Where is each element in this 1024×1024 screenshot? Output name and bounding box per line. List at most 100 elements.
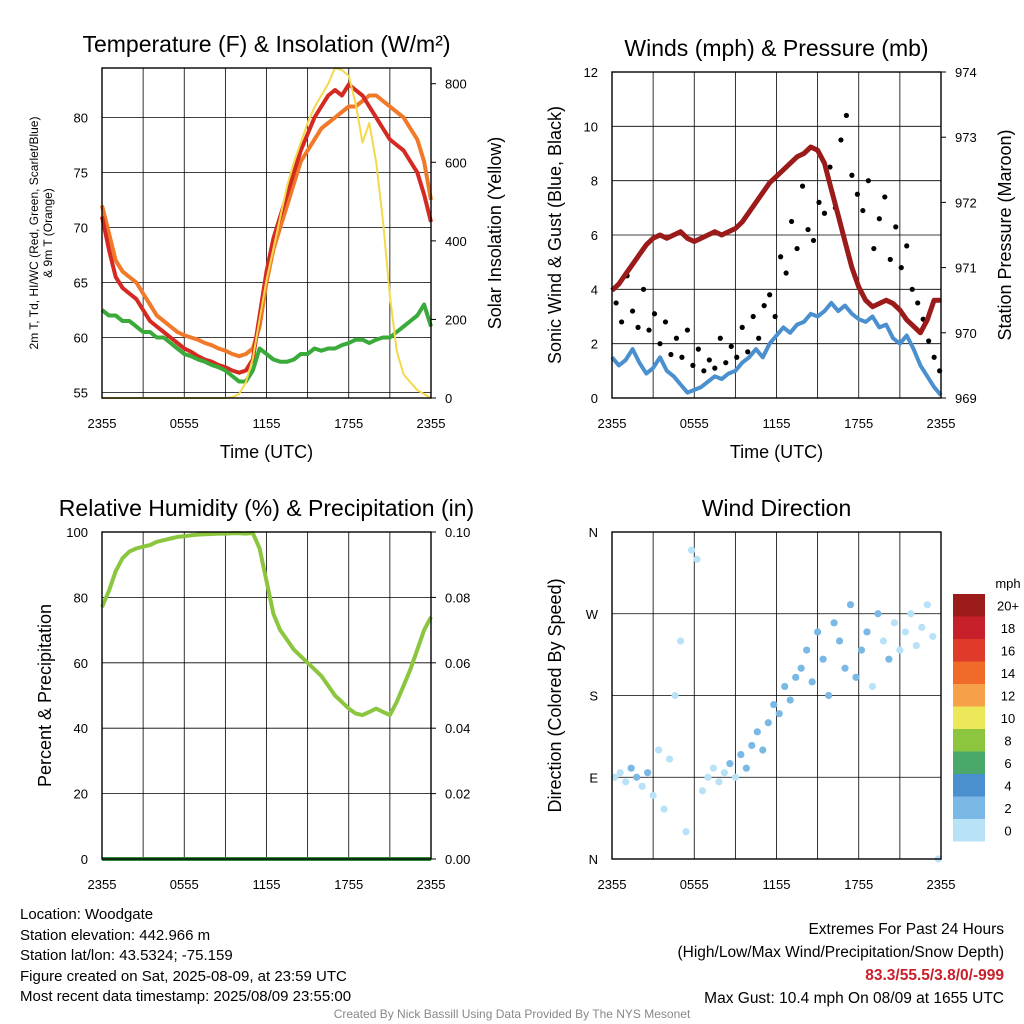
y-tick-label: E bbox=[589, 770, 598, 785]
colorbar-label: 0 bbox=[1004, 823, 1011, 838]
plot-frame bbox=[101, 531, 432, 860]
gust-point bbox=[635, 324, 641, 330]
direction-point bbox=[792, 673, 800, 681]
direction-point bbox=[742, 764, 750, 772]
x-tick-label: 2355 bbox=[927, 877, 956, 892]
gust-point bbox=[668, 351, 674, 358]
direction-point bbox=[846, 601, 855, 609]
colorbar-swatch bbox=[953, 594, 985, 617]
location-text: Location: Woodgate bbox=[20, 906, 154, 923]
gust-point bbox=[772, 313, 778, 320]
max-gust-text: Max Gust: 10.4 mph On 08/09 at 1655 UTC bbox=[704, 990, 1004, 1007]
colorbar-swatch bbox=[953, 661, 985, 684]
colorbar-swatch bbox=[953, 796, 985, 819]
gust-point bbox=[816, 199, 822, 205]
direction-point bbox=[918, 623, 926, 631]
station-info: Location: Woodgate Station elevation: 44… bbox=[20, 905, 351, 1008]
x-tick-label: 1755 bbox=[844, 877, 873, 892]
y2-tick-label: 800 bbox=[445, 77, 467, 92]
gust-point bbox=[915, 300, 921, 306]
x-axis-label: Time (UTC) bbox=[730, 442, 823, 462]
gust-point bbox=[805, 226, 811, 233]
extremes-legend: (High/Low/Max Wind/Precipitation/Snow De… bbox=[677, 944, 1005, 961]
gust-point bbox=[717, 335, 723, 341]
colorbar-label: 2 bbox=[1004, 801, 1011, 816]
colorbar-label: 16 bbox=[1001, 643, 1015, 658]
gust-point bbox=[734, 354, 740, 360]
gust-point bbox=[761, 303, 767, 309]
y-tick-label: 60 bbox=[74, 656, 88, 671]
x-tick-label: 2355 bbox=[598, 877, 627, 892]
y-tick-label: W bbox=[586, 607, 599, 622]
gust-point bbox=[909, 286, 915, 292]
gust-point bbox=[662, 319, 669, 325]
direction-point bbox=[863, 628, 871, 636]
plot-frame bbox=[101, 67, 432, 399]
x-tick-label: 1155 bbox=[763, 416, 791, 431]
y2-tick-label: 971 bbox=[955, 261, 977, 276]
direction-point bbox=[759, 746, 767, 754]
gust-point bbox=[640, 286, 647, 292]
direction-point bbox=[901, 628, 909, 636]
gust-point bbox=[827, 164, 833, 170]
gust-point bbox=[865, 178, 871, 184]
gust-point bbox=[799, 183, 806, 189]
direction-point bbox=[665, 755, 674, 763]
y2-tick-label: 973 bbox=[955, 130, 977, 145]
direction-point bbox=[627, 764, 635, 772]
series-line-1 bbox=[100, 82, 433, 375]
direction-point bbox=[874, 610, 882, 618]
colorbar-swatch bbox=[953, 616, 985, 639]
gust-point bbox=[679, 354, 685, 360]
direction-point bbox=[835, 637, 844, 645]
direction-point bbox=[879, 637, 888, 645]
x-tick-label: 2355 bbox=[927, 416, 956, 431]
gust-point bbox=[931, 354, 937, 360]
gust-point bbox=[882, 194, 888, 200]
gust-point bbox=[898, 265, 904, 271]
gust-point bbox=[723, 360, 729, 366]
chart-title: Relative Humidity (%) & Precipitation (i… bbox=[59, 495, 474, 521]
extremes-values: 83.3/55.5/3.8/0/-999 bbox=[865, 967, 1004, 984]
gust-point bbox=[904, 243, 910, 249]
y-tick-label: 40 bbox=[74, 721, 88, 736]
direction-point bbox=[857, 646, 866, 654]
direction-point bbox=[720, 769, 729, 777]
gust-point bbox=[843, 112, 850, 119]
gust-point bbox=[756, 335, 762, 341]
x-tick-label: 0555 bbox=[680, 416, 709, 431]
series-line-0 bbox=[100, 531, 433, 718]
direction-point bbox=[830, 619, 838, 627]
x-tick-label: 1155 bbox=[253, 877, 281, 892]
direction-point bbox=[770, 700, 778, 709]
series-line-0 bbox=[610, 300, 943, 397]
y-tick-label: 70 bbox=[74, 221, 88, 236]
x-tick-label: 2355 bbox=[88, 877, 117, 892]
x-axis-label: Time (UTC) bbox=[220, 442, 313, 462]
y-tick-label: 75 bbox=[74, 166, 88, 181]
colorbar-swatch bbox=[953, 639, 985, 662]
direction-point bbox=[687, 546, 696, 554]
direction-point bbox=[775, 710, 783, 718]
gust-point bbox=[860, 207, 866, 214]
y2-tick-label: 0 bbox=[445, 391, 452, 406]
x-tick-label: 2355 bbox=[598, 416, 627, 431]
colorbar-swatch bbox=[953, 751, 985, 774]
y-tick-label: 4 bbox=[591, 282, 598, 297]
gust-point bbox=[651, 311, 658, 317]
gust-point bbox=[767, 292, 773, 298]
direction-point bbox=[638, 782, 646, 790]
x-tick-label: 1755 bbox=[844, 416, 873, 431]
direction-point bbox=[693, 555, 701, 563]
y2-tick-label: 972 bbox=[955, 195, 977, 210]
gust-point bbox=[728, 343, 734, 349]
direction-point bbox=[644, 769, 652, 777]
direction-point bbox=[671, 691, 679, 700]
y2-tick-label: 0.10 bbox=[445, 525, 470, 540]
y2-tick-label: 0.06 bbox=[445, 656, 470, 671]
direction-point bbox=[797, 664, 805, 672]
colorbar-swatch bbox=[953, 819, 985, 842]
x-tick-label: 2355 bbox=[88, 416, 117, 431]
plot-frame bbox=[611, 531, 942, 860]
created-text: Figure created on Sat, 2025-08-09, at 23… bbox=[20, 967, 347, 985]
